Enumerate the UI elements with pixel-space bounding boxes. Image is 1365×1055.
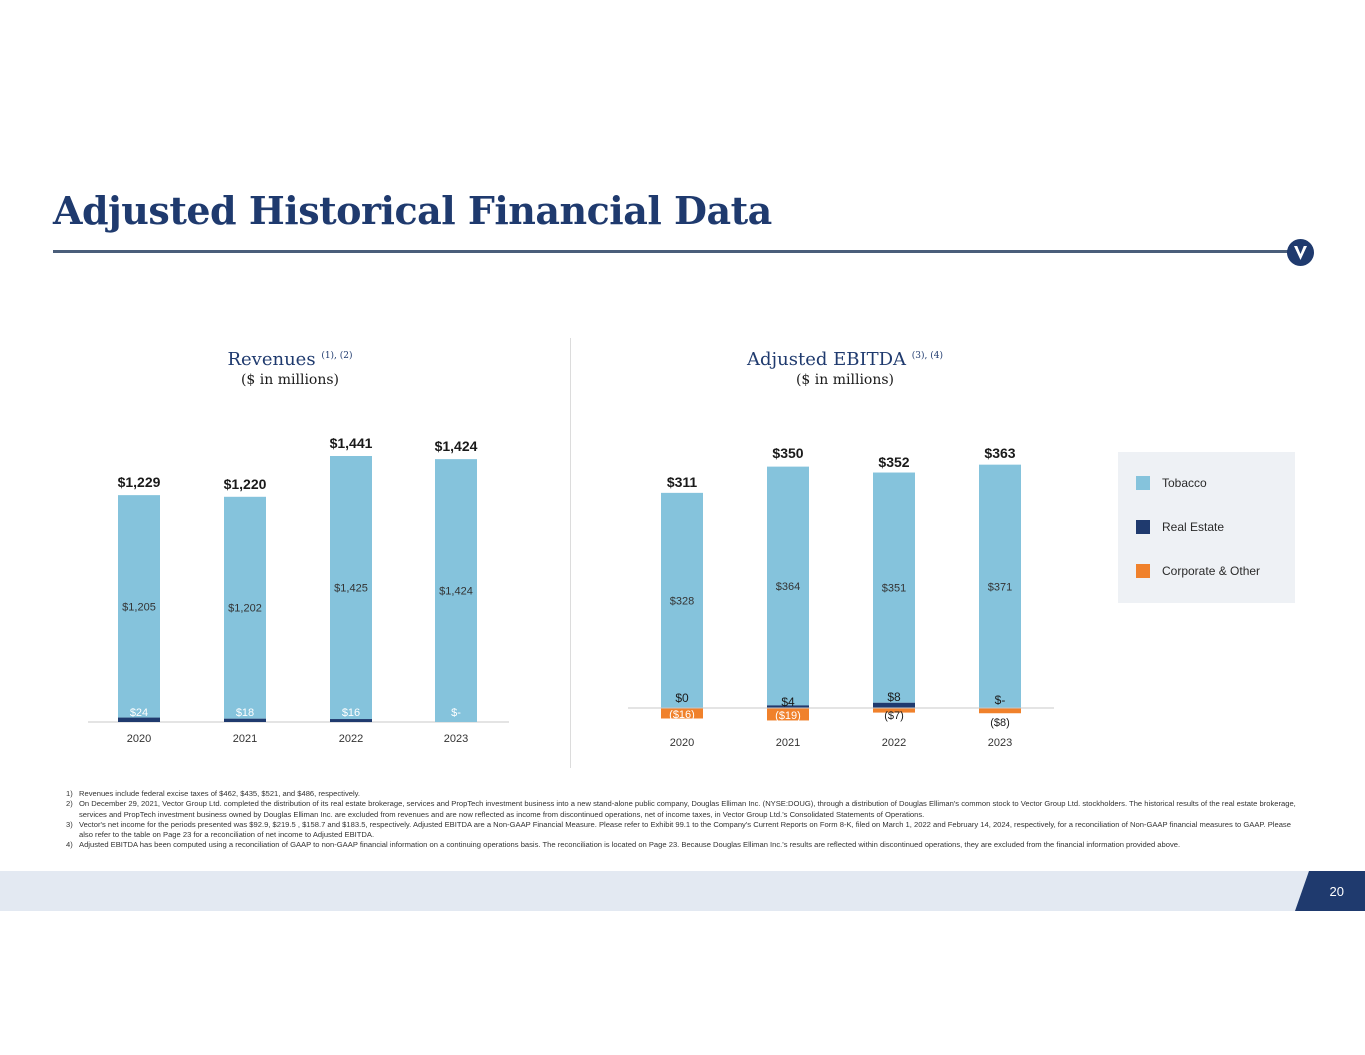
revenues-total-2020: $1,229 (118, 474, 161, 490)
footnote-2: 2) On December 29, 2021, Vector Group Ltd… (66, 799, 1296, 819)
revenues-bar-tobacco-2021 (224, 496, 266, 719)
legend-item-corporate: Corporate & Other (1136, 564, 1260, 578)
ebitda-bar-tobacco-2021 (767, 466, 809, 706)
ebitda-label-real-estate-2020: $0 (675, 691, 689, 705)
revenues-total-2022: $1,441 (330, 435, 373, 451)
ebitda-footnote-ref: (3), (4) (911, 351, 943, 361)
revenues-bar-tobacco-2022 (330, 456, 372, 720)
page-number: 20 (1329, 883, 1344, 899)
ebitda-total-2022: $352 (878, 454, 909, 470)
ebitda-bar-tobacco-2020 (661, 492, 703, 708)
ebitda-bar-corporate-2021 (767, 708, 809, 721)
revenues-label-real-estate-2020: $24 (130, 707, 148, 719)
ebitda-chart-title: Adjusted EBITDA (3), (4) ($ in millions) (700, 349, 990, 388)
ebitda-total-2021: $350 (772, 445, 803, 461)
ebitda-title: Adjusted EBITDA (747, 349, 907, 370)
ebitda-label-corporate-2023: ($8) (990, 717, 1010, 729)
ebitda-bar-corporate-2022 (873, 708, 915, 713)
revenues-xtick-2022: 2022 (339, 733, 363, 745)
revenues-label-tobacco-2022: $1,425 (334, 583, 368, 595)
revenues-bar-real-estate-2020 (118, 717, 160, 722)
legend-label-corporate: Corporate & Other (1162, 564, 1261, 578)
ebitda-label-tobacco-2020: $328 (670, 595, 694, 607)
legend-label-tobacco: Tobacco (1162, 476, 1207, 490)
revenues-subtitle: ($ in millions) (240, 372, 340, 388)
revenues-label-tobacco-2023: $1,424 (439, 586, 473, 598)
revenues-title: Revenues (227, 349, 316, 370)
footnote-3: 3) Vector's net income for the periods pr… (66, 819, 1291, 840)
ebitda-bar-tobacco-2022 (873, 472, 915, 703)
ebitda-label-tobacco-2023: $371 (988, 581, 1012, 593)
revenues-label-real-estate-2021: $18 (236, 707, 254, 719)
ebitda-bar-real-estate-2022 (873, 702, 915, 708)
legend-swatch-tobacco (1136, 476, 1150, 490)
ebitda-label-real-estate-2022: $8 (887, 690, 901, 704)
revenues-label-tobacco-2021: $1,202 (228, 603, 262, 615)
ebitda-label-tobacco-2022: $351 (882, 583, 906, 595)
ebitda-subtitle: ($ in millions) (795, 372, 895, 388)
ebitda-xtick-2021: 2021 (776, 737, 800, 749)
legend-swatch-real-estate (1136, 520, 1150, 534)
revenues-label-tobacco-2020: $1,205 (122, 601, 156, 613)
ebitda-total-2020: $311 (667, 474, 698, 490)
footnote-4: 4) Adjusted EBITDA has been computed usin… (66, 840, 1181, 850)
ebitda-bar-real-estate-2021 (767, 705, 809, 709)
vector-logo-icon (1287, 239, 1314, 266)
ebitda-label-corporate-2021: ($19) (775, 710, 801, 722)
legend-item-real-estate: Real Estate (1136, 520, 1224, 534)
ebitda-xtick-2022: 2022 (882, 737, 906, 749)
revenues-xtick-2020: 2020 (127, 733, 151, 745)
footer-band (0, 871, 1365, 911)
page-title: Adjusted Historical Financial Data (53, 188, 772, 233)
revenues-chart-title: Revenues (1), (2) ($ in millions) (160, 349, 420, 388)
revenues-bar-tobacco-2023 (435, 459, 477, 722)
chart-legend: Tobacco Real Estate Corporate & Other (1118, 452, 1295, 603)
revenues-total-2021: $1,220 (224, 476, 267, 492)
legend-label-real-estate: Real Estate (1162, 520, 1225, 534)
legend-item-tobacco: Tobacco (1136, 476, 1207, 490)
revenues-bar-real-estate-2022 (330, 719, 372, 723)
revenues-xtick-2023: 2023 (444, 733, 468, 745)
revenues-total-2023: $1,424 (435, 438, 478, 454)
footnotes: 1) Revenues include federal excise taxes … (66, 789, 1306, 851)
revenues-label-real-estate-2022: $16 (342, 707, 360, 719)
ebitda-bar-corporate-2020 (661, 708, 703, 719)
ebitda-label-tobacco-2021: $364 (776, 581, 800, 593)
ebitda-xtick-2023: 2023 (988, 737, 1012, 749)
title-rule (53, 250, 1293, 253)
ebitda-label-real-estate-2021: $4 (781, 695, 795, 709)
ebitda-total-2023: $363 (984, 445, 1015, 461)
ebitda-label-real-estate-2023: $- (995, 693, 1006, 707)
revenues-label-real-estate-2023: $- (451, 707, 461, 719)
ebitda-label-corporate-2022: ($7) (884, 710, 904, 722)
ebitda-label-corporate-2020: ($16) (669, 709, 695, 721)
ebitda-bar-tobacco-2023 (979, 464, 1021, 708)
ebitda-xtick-2020: 2020 (670, 737, 694, 749)
legend-swatch-corporate (1136, 564, 1150, 578)
revenues-xtick-2021: 2021 (233, 733, 257, 745)
revenues-bar-real-estate-2021 (224, 718, 266, 722)
revenues-footnote-ref: (1), (2) (321, 351, 353, 361)
footnote-1: 1) Revenues include federal excise taxes … (66, 789, 361, 798)
ebitda-bar-corporate-2023 (979, 708, 1021, 714)
revenues-bar-tobacco-2020 (118, 495, 160, 718)
chart-divider (570, 338, 571, 768)
